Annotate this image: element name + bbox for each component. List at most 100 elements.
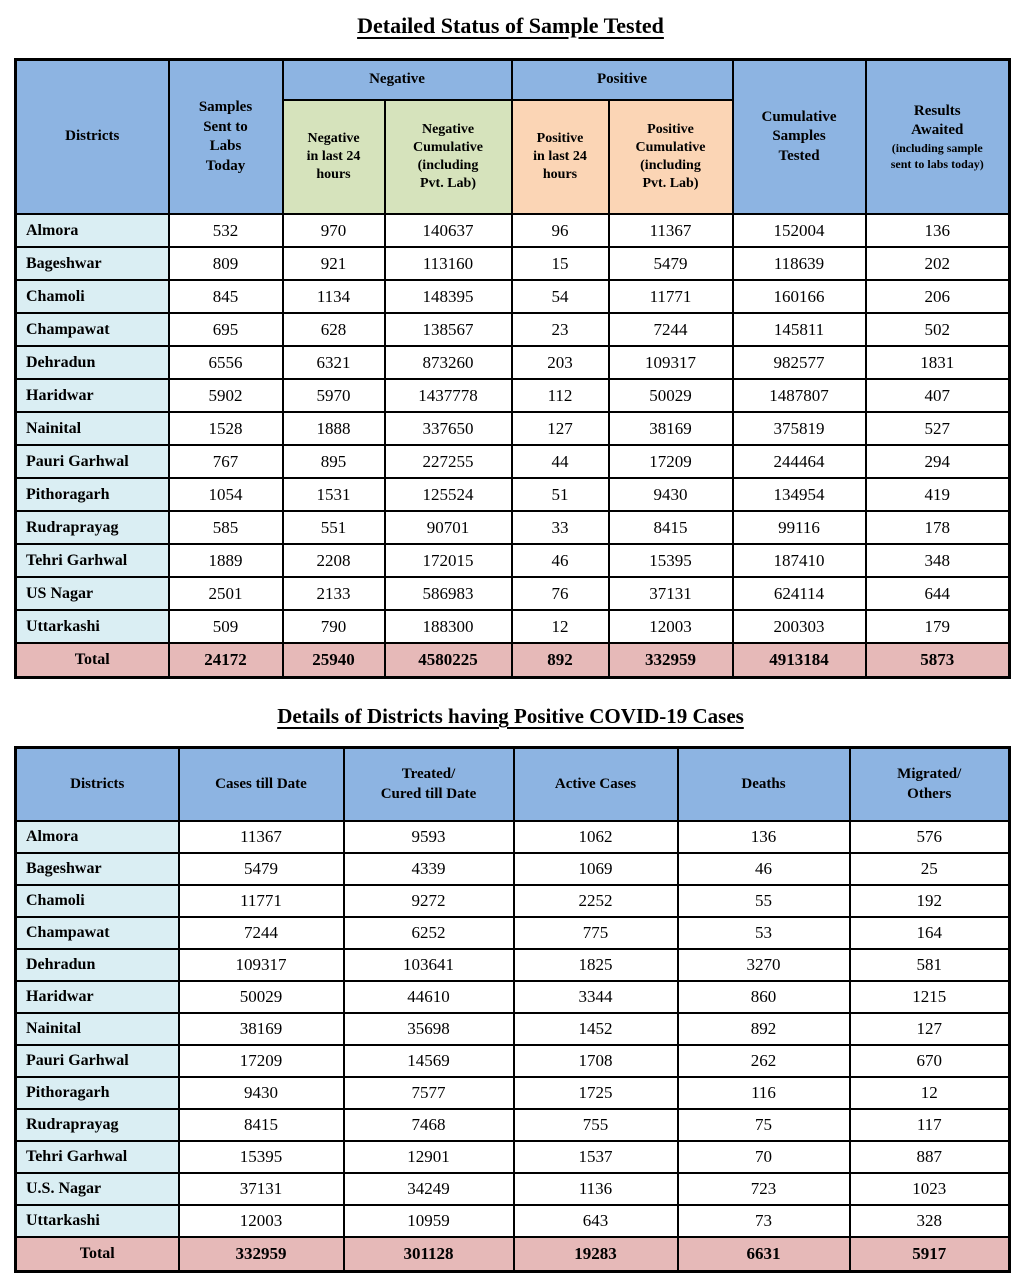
district-name-cell: Dehradun xyxy=(14,345,170,380)
district-name-cell: Pithoragarh xyxy=(14,1076,180,1110)
value-cell: 1054 xyxy=(167,477,284,512)
value-cell: 1487807 xyxy=(731,378,867,413)
value-cell: 12901 xyxy=(342,1140,515,1174)
value-cell: 1725 xyxy=(512,1076,679,1110)
value-cell: 581 xyxy=(848,948,1011,982)
header2-migrated-others: Migrated/ Others xyxy=(848,746,1011,822)
value-cell: 1023 xyxy=(848,1172,1011,1206)
value-cell: 407 xyxy=(864,378,1011,413)
value-cell: 109317 xyxy=(607,345,734,380)
table-row: Nainital 38169 35698 1452 892 127 xyxy=(14,1012,1011,1046)
value-cell: 15395 xyxy=(607,543,734,578)
table-row: Haridwar 5902 5970 1437778 112 50029 1487807 40… xyxy=(14,378,1011,413)
value-cell: 145811 xyxy=(731,312,867,347)
value-cell: 188300 xyxy=(383,609,513,644)
value-cell: 624114 xyxy=(731,576,867,611)
header2-cases-till-date: Cases till Date xyxy=(177,746,345,822)
value-cell: 1069 xyxy=(512,852,679,886)
value-cell: 12 xyxy=(510,609,610,644)
value-cell: 164 xyxy=(848,916,1011,950)
value-cell: 109317 xyxy=(177,948,345,982)
total-label-cell: Total xyxy=(14,642,170,679)
sample-tested-table: Districts Samples Sent to Labs Today Neg… xyxy=(14,58,1011,679)
header-districts: Districts xyxy=(14,58,170,215)
value-cell: 892 xyxy=(676,1012,851,1046)
table-row: Pithoragarh 9430 7577 1725 116 12 xyxy=(14,1076,1011,1110)
total-value-cell: 25940 xyxy=(281,642,386,679)
district-name-cell: Uttarkashi xyxy=(14,1204,180,1238)
value-cell: 37131 xyxy=(177,1172,345,1206)
value-cell: 35698 xyxy=(342,1012,515,1046)
value-cell: 585 xyxy=(167,510,284,545)
value-cell: 9430 xyxy=(607,477,734,512)
value-cell: 5479 xyxy=(177,852,345,886)
district-name-cell: Rudraprayag xyxy=(14,510,170,545)
total-value-cell: 5873 xyxy=(864,642,1011,679)
value-cell: 38169 xyxy=(607,411,734,446)
total-value-cell: 4580225 xyxy=(383,642,513,679)
value-cell: 118639 xyxy=(731,246,867,281)
value-cell: 11367 xyxy=(177,820,345,854)
table-row: Haridwar 50029 44610 3344 860 1215 xyxy=(14,980,1011,1014)
value-cell: 3270 xyxy=(676,948,851,982)
district-name-cell: Rudraprayag xyxy=(14,1108,180,1142)
value-cell: 46 xyxy=(510,543,610,578)
total-row: Total 332959 301128 19283 6631 5917 xyxy=(14,1236,1011,1273)
header2-deaths: Deaths xyxy=(676,746,851,822)
value-cell: 670 xyxy=(848,1044,1011,1078)
district-name-cell: Chamoli xyxy=(14,884,180,918)
value-cell: 11367 xyxy=(607,213,734,248)
district-name-cell: Pithoragarh xyxy=(14,477,170,512)
value-cell: 44610 xyxy=(342,980,515,1014)
header-cumulative-samples: Cumulative Samples Tested xyxy=(731,58,867,215)
header-negative-cumulative: Negative Cumulative (including Pvt. Lab) xyxy=(383,99,513,215)
header-negative-group: Negative xyxy=(281,58,513,101)
value-cell: 695 xyxy=(167,312,284,347)
value-cell: 37131 xyxy=(607,576,734,611)
value-cell: 1831 xyxy=(864,345,1011,380)
table-row: Pauri Garhwal 17209 14569 1708 262 670 xyxy=(14,1044,1011,1078)
value-cell: 576 xyxy=(848,820,1011,854)
value-cell: 125524 xyxy=(383,477,513,512)
table-row: Almora 11367 9593 1062 136 576 xyxy=(14,820,1011,854)
value-cell: 2208 xyxy=(281,543,386,578)
district-name-cell: Uttarkashi xyxy=(14,609,170,644)
value-cell: 2501 xyxy=(167,576,284,611)
value-cell: 73 xyxy=(676,1204,851,1238)
district-name-cell: Champawat xyxy=(14,916,180,950)
total-value-cell: 24172 xyxy=(167,642,284,679)
value-cell: 7244 xyxy=(607,312,734,347)
value-cell: 54 xyxy=(510,279,610,314)
district-name-cell: Nainital xyxy=(14,1012,180,1046)
value-cell: 1708 xyxy=(512,1044,679,1078)
table1-body: Almora 532 970 140637 96 11367 152004 136 Bagesh… xyxy=(14,213,1011,679)
positive-cases-table: Districts Cases till Date Treated/ Cured… xyxy=(14,746,1011,1273)
value-cell: 5970 xyxy=(281,378,386,413)
value-cell: 70 xyxy=(676,1140,851,1174)
value-cell: 7577 xyxy=(342,1076,515,1110)
results-awaited-label: Results Awaited xyxy=(911,102,964,139)
value-cell: 1062 xyxy=(512,820,679,854)
district-name-cell: Chamoli xyxy=(14,279,170,314)
district-name-cell: Pauri Garhwal xyxy=(14,444,170,479)
value-cell: 50029 xyxy=(607,378,734,413)
value-cell: 873260 xyxy=(383,345,513,380)
value-cell: 136 xyxy=(676,820,851,854)
value-cell: 1215 xyxy=(848,980,1011,1014)
table1-header: Districts Samples Sent to Labs Today Neg… xyxy=(14,58,1011,215)
value-cell: 860 xyxy=(676,980,851,1014)
value-cell: 53 xyxy=(676,916,851,950)
total-value-cell: 301128 xyxy=(342,1236,515,1273)
value-cell: 1452 xyxy=(512,1012,679,1046)
header2-treated-cured: Treated/ Cured till Date xyxy=(342,746,515,822)
total-value-cell: 19283 xyxy=(512,1236,679,1273)
table1-title: Detailed Status of Sample Tested xyxy=(357,13,664,38)
value-cell: 6556 xyxy=(167,345,284,380)
table-row: Dehradun 109317 103641 1825 3270 581 xyxy=(14,948,1011,982)
table-row: Bageshwar 809 921 113160 15 5479 118639 202 xyxy=(14,246,1011,281)
table-row: Pithoragarh 1054 1531 125524 51 9430 134954 419 xyxy=(14,477,1011,512)
table-row: Almora 532 970 140637 96 11367 152004 136 xyxy=(14,213,1011,248)
table-row: Chamoli 11771 9272 2252 55 192 xyxy=(14,884,1011,918)
value-cell: 294 xyxy=(864,444,1011,479)
table-row: U.S. Nagar 37131 34249 1136 723 1023 xyxy=(14,1172,1011,1206)
